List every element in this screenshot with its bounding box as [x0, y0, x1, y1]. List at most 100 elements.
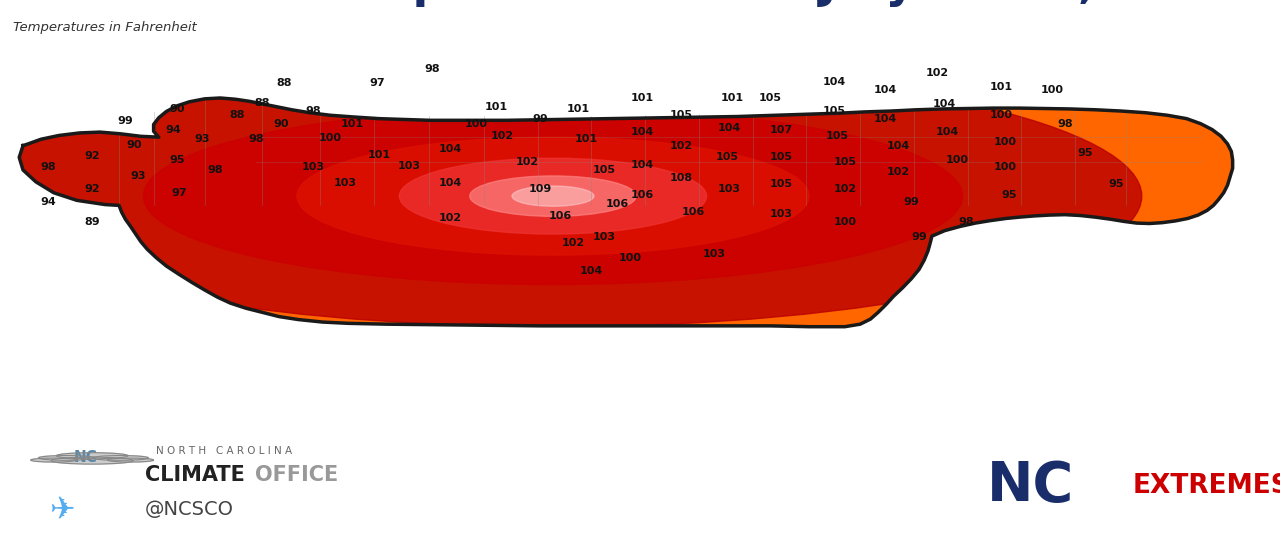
- Text: @NCSCO: @NCSCO: [145, 500, 234, 519]
- Text: 103: 103: [593, 232, 616, 242]
- Text: 102: 102: [439, 213, 462, 223]
- Text: 100: 100: [319, 133, 342, 143]
- Text: 92: 92: [84, 151, 100, 161]
- Text: 99: 99: [532, 114, 548, 124]
- Text: 97: 97: [172, 188, 187, 198]
- Text: 102: 102: [490, 131, 513, 141]
- Text: 109: 109: [529, 184, 552, 193]
- Text: OFFICE: OFFICE: [255, 465, 339, 485]
- Text: 107: 107: [769, 125, 792, 134]
- Text: 104: 104: [718, 123, 741, 133]
- Text: 101: 101: [567, 104, 590, 113]
- Text: 102: 102: [516, 157, 539, 166]
- Text: NC: NC: [74, 450, 97, 465]
- Circle shape: [56, 453, 128, 459]
- Text: 100: 100: [993, 137, 1016, 147]
- Text: 90: 90: [169, 104, 184, 113]
- Text: 102: 102: [562, 238, 585, 248]
- Text: 104: 104: [580, 266, 603, 276]
- Text: 101: 101: [485, 102, 508, 112]
- Text: 90: 90: [127, 140, 142, 150]
- Text: 102: 102: [887, 167, 910, 177]
- Circle shape: [108, 458, 154, 462]
- Text: 89: 89: [84, 217, 100, 227]
- Circle shape: [92, 456, 148, 460]
- Text: 100: 100: [833, 217, 856, 227]
- Text: Temperatures in Fahrenheit: Temperatures in Fahrenheit: [13, 21, 197, 35]
- Text: 92: 92: [84, 184, 100, 193]
- Text: 97: 97: [370, 78, 385, 88]
- Text: 95: 95: [1001, 190, 1016, 200]
- Text: 103: 103: [718, 184, 741, 193]
- Text: 104: 104: [874, 85, 897, 95]
- Text: 100: 100: [1041, 85, 1064, 95]
- Text: 90: 90: [274, 119, 289, 129]
- Text: 94: 94: [41, 198, 56, 207]
- Text: 100: 100: [618, 253, 641, 264]
- Text: 95: 95: [1108, 179, 1124, 190]
- Text: 94: 94: [165, 125, 180, 134]
- Text: 98: 98: [1057, 119, 1073, 129]
- Text: 93: 93: [131, 171, 146, 181]
- Text: 99: 99: [118, 116, 133, 126]
- Text: 95: 95: [169, 156, 184, 165]
- Text: 101: 101: [340, 119, 364, 129]
- Text: 101: 101: [575, 134, 598, 144]
- Text: 108: 108: [669, 173, 692, 184]
- Circle shape: [38, 456, 95, 460]
- Text: CLIMATE: CLIMATE: [145, 465, 244, 485]
- Text: 104: 104: [887, 141, 910, 151]
- Text: 105: 105: [716, 152, 739, 163]
- Text: 103: 103: [398, 161, 421, 171]
- Text: 98: 98: [425, 64, 440, 74]
- Text: 98: 98: [306, 106, 321, 116]
- Text: 101: 101: [721, 93, 744, 103]
- Text: N O R T H   C A R O L I N A: N O R T H C A R O L I N A: [156, 447, 292, 456]
- Text: 100: 100: [465, 119, 488, 129]
- Circle shape: [51, 457, 133, 464]
- Text: 105: 105: [669, 110, 692, 120]
- Text: 104: 104: [933, 99, 956, 109]
- Ellipse shape: [297, 137, 809, 255]
- Text: 104: 104: [631, 127, 654, 137]
- Polygon shape: [19, 98, 1233, 327]
- Text: 98: 98: [41, 161, 56, 172]
- Text: 104: 104: [631, 159, 654, 170]
- Text: 88: 88: [255, 98, 270, 107]
- Text: 98: 98: [248, 134, 264, 144]
- Text: 100: 100: [993, 163, 1016, 172]
- Text: 105: 105: [769, 152, 792, 163]
- Text: 100: 100: [989, 110, 1012, 120]
- Text: 106: 106: [605, 199, 628, 208]
- Text: ✈: ✈: [49, 495, 74, 524]
- Text: 103: 103: [769, 209, 792, 219]
- Ellipse shape: [399, 158, 707, 234]
- Text: 102: 102: [669, 141, 692, 151]
- Text: 103: 103: [334, 178, 357, 187]
- Text: 105: 105: [769, 179, 792, 190]
- Text: 103: 103: [703, 249, 726, 259]
- Text: 104: 104: [439, 178, 462, 187]
- Circle shape: [31, 458, 77, 462]
- Text: 102: 102: [925, 68, 948, 78]
- Text: 95: 95: [1078, 148, 1093, 158]
- Text: 99: 99: [904, 198, 919, 207]
- Text: 104: 104: [439, 144, 462, 154]
- Text: 106: 106: [682, 207, 705, 217]
- Text: 98: 98: [207, 165, 223, 175]
- Text: 88: 88: [229, 110, 244, 120]
- Text: 103: 103: [302, 163, 325, 172]
- Ellipse shape: [143, 107, 963, 285]
- Text: 102: 102: [833, 184, 856, 193]
- Text: 104: 104: [823, 77, 846, 86]
- Text: 100: 100: [946, 156, 969, 165]
- Ellipse shape: [470, 176, 636, 217]
- Text: 105: 105: [759, 93, 782, 103]
- Text: 104: 104: [874, 114, 897, 124]
- Text: 101: 101: [989, 83, 1012, 92]
- Ellipse shape: [0, 65, 1142, 327]
- Text: 99: 99: [911, 232, 927, 242]
- Text: 105: 105: [823, 106, 846, 116]
- Text: 104: 104: [936, 127, 959, 137]
- Text: 106: 106: [549, 211, 572, 221]
